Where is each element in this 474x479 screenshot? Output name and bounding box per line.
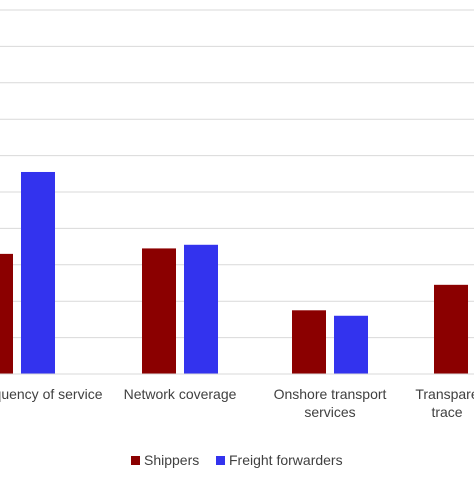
bar-shippers xyxy=(0,253,13,374)
bar-freight-forwarders xyxy=(184,244,218,374)
x-tick-label: Transpare xyxy=(415,386,474,402)
gridlines xyxy=(0,9,474,339)
legend: Shippers Freight forwarders xyxy=(131,452,343,468)
x-tick-label: trace xyxy=(431,404,462,420)
legend-swatch xyxy=(216,456,225,465)
legend-label: Shippers xyxy=(144,452,199,468)
bar-freight-forwarders xyxy=(21,171,55,374)
bar-shippers xyxy=(292,310,326,374)
x-tick-label: quency of service xyxy=(0,386,103,402)
bars xyxy=(0,171,468,374)
legend-label: Freight forwarders xyxy=(229,452,343,468)
legend-item-shippers: Shippers xyxy=(131,452,199,468)
bar-shippers xyxy=(142,248,176,374)
category-labels: quency of service Network coverage Onshore… xyxy=(0,386,474,420)
bar-shippers xyxy=(434,284,468,374)
bar-freight-forwarders xyxy=(334,315,368,374)
legend-swatch xyxy=(131,456,140,465)
legend-item-freight-forwarders: Freight forwarders xyxy=(216,452,343,468)
x-tick-label: Onshore transport xyxy=(274,386,387,402)
x-tick-label: services xyxy=(304,404,355,420)
x-tick-label: Network coverage xyxy=(124,386,237,402)
